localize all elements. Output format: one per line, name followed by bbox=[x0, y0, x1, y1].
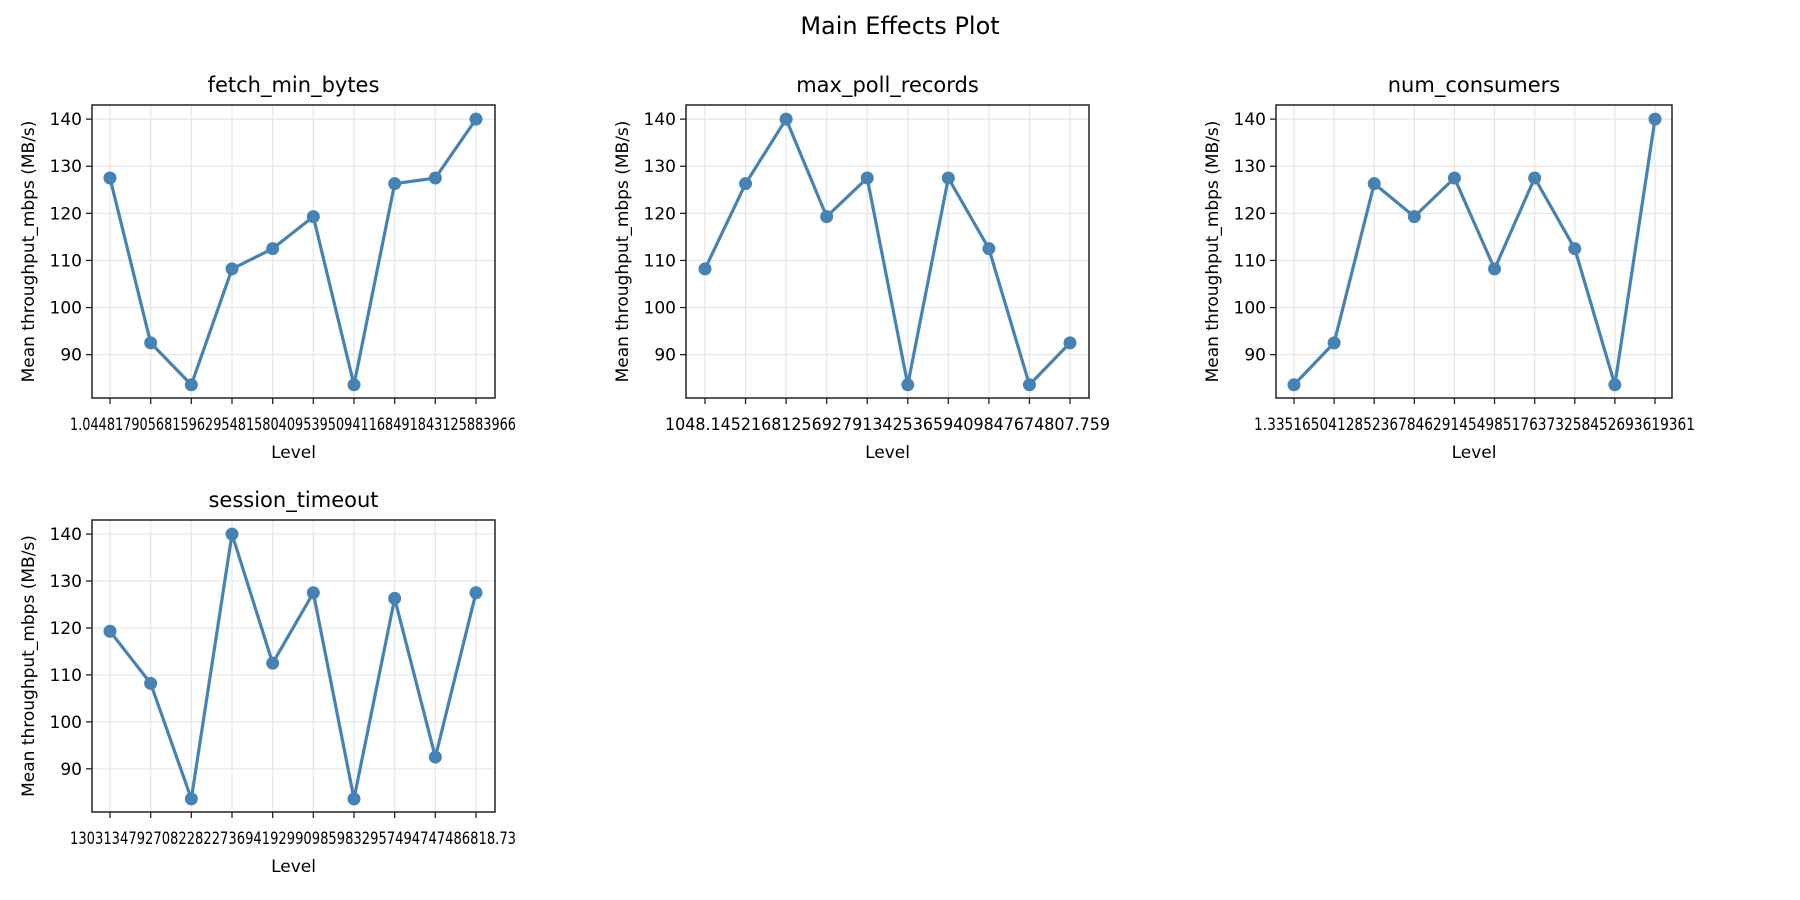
y-tick-label: 120 bbox=[1234, 204, 1266, 224]
x-tick-labels: 1.33516504128523678462914549851763732584… bbox=[1254, 415, 1695, 435]
data-point bbox=[1648, 112, 1662, 126]
data-point bbox=[388, 591, 402, 605]
y-tick-label: 120 bbox=[50, 204, 82, 224]
series-line bbox=[1292, 118, 1657, 387]
y-tick-label: 110 bbox=[644, 251, 676, 271]
data-point bbox=[1407, 210, 1421, 224]
x-axis-label: Level bbox=[271, 443, 316, 463]
data-point bbox=[144, 676, 158, 690]
data-point bbox=[779, 112, 793, 126]
y-tick-label: 140 bbox=[1234, 110, 1266, 130]
y-tick-label: 90 bbox=[60, 346, 82, 366]
data-point bbox=[1367, 177, 1381, 191]
subplot-num-consumers: 90 100 110 120 130 140 1.335165041285236784629… bbox=[1203, 73, 1695, 463]
data-point bbox=[469, 112, 483, 126]
subplot-title: num_consumers bbox=[1388, 73, 1560, 98]
data-point bbox=[184, 792, 198, 806]
data-point bbox=[1287, 378, 1301, 392]
y-tick-label: 100 bbox=[1234, 299, 1266, 319]
series-line bbox=[703, 117, 1072, 387]
data-point bbox=[266, 656, 280, 670]
x-tick-labels: 1048.14521681256927913425365940984767480… bbox=[665, 415, 1110, 435]
x-axis-label: Level bbox=[1452, 443, 1497, 463]
data-point bbox=[982, 242, 996, 256]
y-axis-label: Mean throughput_mbps (MB/s) bbox=[1203, 121, 1223, 383]
axes-frame bbox=[91, 519, 496, 813]
y-axis-label: Mean throughput_mbps (MB/s) bbox=[19, 535, 39, 797]
y-tick-label: 100 bbox=[50, 299, 82, 319]
y-tick-label: 100 bbox=[50, 713, 82, 733]
y-axis-label: Mean throughput_mbps (MB/s) bbox=[613, 121, 633, 383]
subplot-fetch-min-bytes: 90 100 110 120 130 140 1.044817905681596295481… bbox=[19, 73, 516, 463]
data-point bbox=[428, 171, 442, 185]
data-point bbox=[739, 177, 753, 191]
data-point bbox=[144, 336, 158, 350]
data-point bbox=[1488, 262, 1502, 276]
data-point bbox=[901, 378, 915, 392]
y-tick-label: 130 bbox=[50, 157, 82, 177]
y-tick-label: 120 bbox=[644, 204, 676, 224]
data-point bbox=[941, 171, 955, 185]
y-axis-label: Mean throughput_mbps (MB/s) bbox=[19, 121, 39, 383]
data-point bbox=[1327, 336, 1341, 350]
y-tick-label: 110 bbox=[1234, 251, 1266, 271]
x-tick-labels: 1303134792708228227369419299098598329574… bbox=[70, 829, 516, 849]
data-point bbox=[306, 210, 320, 224]
data-point bbox=[225, 262, 239, 276]
subplot-title: session_timeout bbox=[208, 488, 378, 513]
axes-frame bbox=[1275, 104, 1673, 399]
y-tick-label: 130 bbox=[644, 157, 676, 177]
data-point bbox=[1447, 171, 1461, 185]
y-tick-label: 120 bbox=[50, 619, 82, 639]
axes-frame bbox=[91, 104, 496, 399]
subplot-session-timeout: 90 100 110 120 130 140 13031347927082282273694… bbox=[19, 488, 516, 877]
y-tick-label: 90 bbox=[654, 346, 676, 366]
y-tick-label: 140 bbox=[50, 525, 82, 545]
x-tick-labels: 1.04481790568159629548158040953950941168… bbox=[70, 415, 516, 435]
data-point bbox=[388, 177, 402, 191]
data-point bbox=[860, 171, 874, 185]
data-point bbox=[103, 624, 117, 638]
y-tick-label: 90 bbox=[60, 760, 82, 780]
data-point bbox=[820, 210, 834, 224]
y-tick-label: 130 bbox=[50, 572, 82, 592]
data-point bbox=[1528, 171, 1542, 185]
data-point bbox=[306, 586, 320, 600]
y-tick-label: 110 bbox=[50, 666, 82, 686]
data-point bbox=[1063, 336, 1077, 350]
y-tick-label: 140 bbox=[644, 110, 676, 130]
axes-frame bbox=[685, 104, 1090, 399]
series-line bbox=[108, 532, 478, 801]
data-point bbox=[1022, 378, 1036, 392]
x-axis-label: Level bbox=[865, 443, 910, 463]
subplot-max-poll-records: 90 100 110 120 130 140 1048.145216812569279134… bbox=[613, 73, 1110, 463]
x-axis-label: Level bbox=[271, 857, 316, 877]
figure-title: Main Effects Plot bbox=[800, 12, 1000, 40]
subplot-title: fetch_min_bytes bbox=[208, 73, 380, 98]
data-point bbox=[103, 171, 117, 185]
y-tick-label: 140 bbox=[50, 110, 82, 130]
data-point bbox=[347, 792, 361, 806]
data-point bbox=[266, 242, 280, 256]
data-point bbox=[469, 586, 483, 600]
y-tick-label: 110 bbox=[50, 251, 82, 271]
y-tick-label: 100 bbox=[644, 299, 676, 319]
y-tick-label: 90 bbox=[1244, 346, 1266, 366]
y-tick-label: 130 bbox=[1234, 157, 1266, 177]
data-point bbox=[428, 750, 442, 764]
data-point bbox=[1568, 242, 1582, 256]
data-point bbox=[184, 378, 198, 392]
data-point bbox=[225, 527, 239, 541]
data-point bbox=[1608, 378, 1622, 392]
data-point bbox=[698, 262, 712, 276]
series-line bbox=[108, 118, 478, 387]
data-point bbox=[347, 378, 361, 392]
subplot-title: max_poll_records bbox=[796, 73, 979, 98]
